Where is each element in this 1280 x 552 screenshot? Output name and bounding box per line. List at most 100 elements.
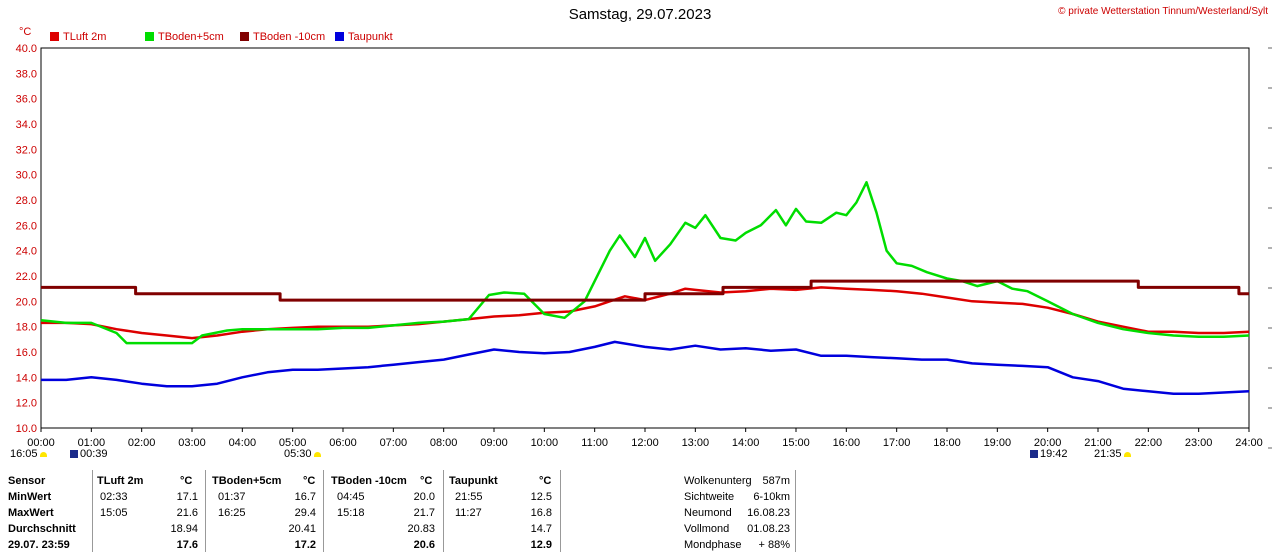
legend-swatch bbox=[335, 32, 344, 41]
stats-time: 15:18 bbox=[337, 507, 365, 519]
x-tick-label: 16:00 bbox=[833, 437, 861, 449]
sun-icon bbox=[1123, 452, 1131, 457]
copyright-text: © private Wetterstation Tinnum/Westerlan… bbox=[1058, 6, 1268, 17]
info-label: Wolkenunterg bbox=[684, 475, 752, 487]
sun-icon bbox=[313, 452, 321, 457]
stats-header-unit: °C bbox=[420, 475, 433, 487]
x-tick-label: 24:00 bbox=[1235, 437, 1263, 449]
y-axis-unit: °C bbox=[19, 26, 32, 38]
stats-value: 17.6 bbox=[176, 539, 198, 551]
moon-icon bbox=[70, 450, 78, 458]
x-tick-label: 11:00 bbox=[581, 437, 608, 449]
legend-swatch bbox=[50, 32, 59, 41]
stats-value: 12.9 bbox=[530, 539, 552, 551]
x-tick-label: 04:00 bbox=[229, 437, 257, 449]
y-tick-label: 34.0 bbox=[16, 119, 37, 131]
astro-events-row: 16:05 00:39 05:30 19:42 21:35 bbox=[0, 444, 1280, 464]
info-value: + 88% bbox=[758, 539, 791, 551]
x-tick-label: 08:00 bbox=[430, 437, 458, 449]
series-line-taupunkt bbox=[41, 340, 1250, 396]
legend-label: Taupunkt bbox=[348, 31, 393, 43]
x-tick-label: 01:00 bbox=[78, 437, 106, 449]
stats-value: 21.6 bbox=[176, 507, 198, 519]
x-tick-label: 17:00 bbox=[883, 437, 911, 449]
stats-value: 14.7 bbox=[530, 523, 552, 535]
y-tick-label: 14.0 bbox=[16, 372, 37, 384]
x-tick-label: 12:00 bbox=[631, 437, 659, 449]
y-tick-label: 30.0 bbox=[16, 170, 37, 182]
chart-series bbox=[40, 181, 1250, 396]
x-tick-label: 13:00 bbox=[682, 437, 710, 449]
stats-header-col: TBoden -10cm bbox=[331, 475, 407, 487]
y-tick-label: 12.0 bbox=[16, 398, 37, 410]
x-tick-label: 19:00 bbox=[984, 437, 1012, 449]
legend-label: TBoden+5cm bbox=[158, 31, 224, 43]
legend-item-tboden-10: TBoden -10cm bbox=[240, 31, 325, 43]
stats-value: 12.5 bbox=[530, 491, 552, 503]
event-first: 16:05 bbox=[10, 448, 49, 460]
event-sunset: 21:35 bbox=[1094, 448, 1133, 460]
x-tick-label: 05:00 bbox=[279, 437, 307, 449]
x-tick-label: 20:00 bbox=[1034, 437, 1062, 449]
stats-time: 16:25 bbox=[218, 507, 246, 519]
stats-value: 20.0 bbox=[413, 491, 435, 503]
stats-time: 11:27 bbox=[455, 507, 482, 519]
stats-header-col: TLuft 2m bbox=[97, 475, 144, 487]
y-tick-label: 18.0 bbox=[16, 322, 37, 334]
stats-value: 29.4 bbox=[294, 507, 316, 519]
info-label: Mondphase bbox=[684, 539, 742, 551]
legend-item-taupunkt: Taupunkt bbox=[335, 31, 393, 43]
event-moonset: 00:39 bbox=[68, 448, 108, 460]
info-value: 16.08.23 bbox=[747, 507, 790, 519]
x-tick-label: 02:00 bbox=[128, 437, 156, 449]
stats-row-label: MaxWert bbox=[8, 507, 54, 519]
info-value: 587m bbox=[762, 475, 790, 487]
x-tick-label: 18:00 bbox=[933, 437, 961, 449]
stats-value: 18.94 bbox=[170, 523, 198, 535]
stats-value: 20.6 bbox=[413, 539, 435, 551]
stats-header-col: TBoden+5cm bbox=[212, 475, 282, 487]
y-tick-label: 24.0 bbox=[16, 246, 37, 258]
y-tick-label: 38.0 bbox=[16, 68, 37, 80]
info-label: Vollmond bbox=[684, 523, 730, 535]
stats-header-sensor: Sensor bbox=[8, 475, 46, 487]
legend-swatch bbox=[145, 32, 154, 41]
y-tick-label: 28.0 bbox=[16, 195, 37, 207]
series-line-tboden-5cm bbox=[40, 181, 1250, 345]
x-tick-label: 03:00 bbox=[178, 437, 206, 449]
info-label: Sichtweite bbox=[684, 491, 735, 503]
legend-swatch bbox=[240, 32, 249, 41]
legend-item-tluft: TLuft 2m bbox=[50, 31, 106, 43]
stats-time: 21:55 bbox=[455, 491, 483, 503]
y-tick-label: 22.0 bbox=[16, 271, 37, 283]
moon-icon bbox=[1030, 450, 1038, 458]
x-tick-label: 09:00 bbox=[480, 437, 508, 449]
stats-value: 17.1 bbox=[176, 491, 198, 503]
y-tick-label: 40.0 bbox=[16, 43, 37, 55]
legend-label: TBoden -10cm bbox=[253, 31, 326, 43]
stats-value: 16.7 bbox=[294, 491, 316, 503]
y-tick-label: 36.0 bbox=[16, 94, 37, 106]
stats-time: 02:33 bbox=[100, 491, 128, 503]
y-tick-label: 26.0 bbox=[16, 220, 37, 232]
chart-title: Samstag, 29.07.2023 bbox=[568, 6, 712, 23]
info-value: 01.08.23 bbox=[747, 523, 790, 535]
event-moonrise: 19:42 bbox=[1028, 448, 1068, 460]
y-tick-label: 32.0 bbox=[16, 144, 37, 156]
legend-label: TLuft 2m bbox=[63, 31, 107, 43]
y-tick-label: 20.0 bbox=[16, 296, 37, 308]
stats-time: 04:45 bbox=[337, 491, 365, 503]
x-tick-label: 21:00 bbox=[1084, 437, 1112, 449]
stats-time: 15:05 bbox=[100, 507, 128, 519]
stats-time: 01:37 bbox=[218, 491, 246, 503]
info-value: 6-10km bbox=[753, 491, 790, 503]
stats-value: 17.2 bbox=[294, 539, 316, 551]
series-line-tboden-10cm bbox=[41, 279, 1249, 302]
sun-icon bbox=[39, 452, 47, 457]
stats-header-col: Taupunkt bbox=[449, 475, 498, 487]
stats-row-label: 29.07. 23:59 bbox=[8, 539, 70, 551]
stats-header-unit: °C bbox=[303, 475, 316, 487]
legend-item-tboden-5: TBoden+5cm bbox=[145, 31, 224, 43]
x-tick-label: 00:00 bbox=[27, 437, 55, 449]
stats-value: 20.41 bbox=[288, 523, 316, 535]
